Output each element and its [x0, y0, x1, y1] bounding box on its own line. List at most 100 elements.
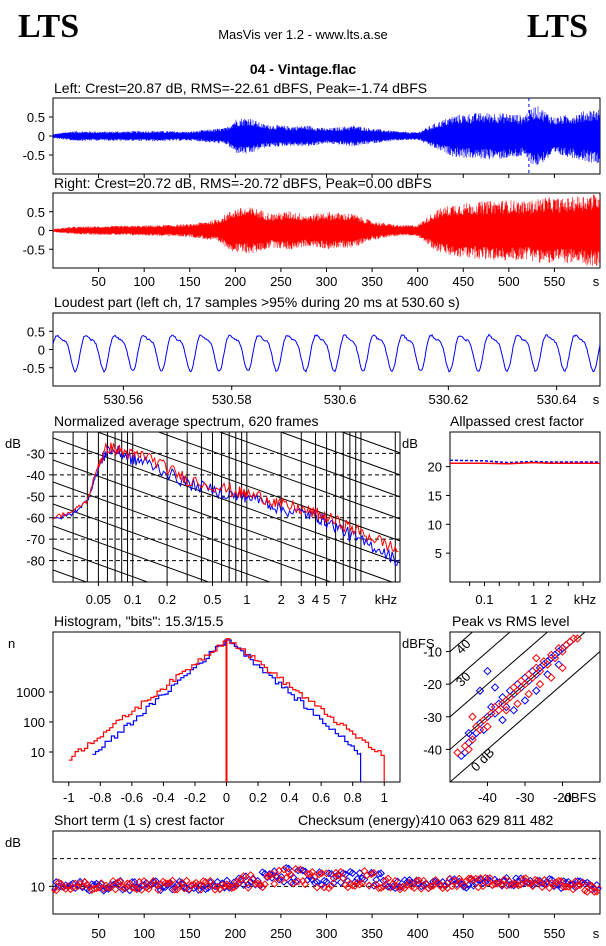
- spectrum-xtick-label: 1: [243, 592, 250, 607]
- peak-vs-rms-point-right: [483, 722, 492, 731]
- peak-vs-rms-crest-label-40: 40: [453, 636, 474, 657]
- spectrum-grid-slope: [279, 432, 400, 476]
- short-term-crest-point-right: [135, 877, 144, 886]
- peak-vs-rms-point-left: [509, 706, 518, 715]
- short-term-crest-point-right: [284, 868, 293, 877]
- lts-logo-left: LTS: [18, 8, 80, 45]
- right-waveform-xtick-label: 200: [224, 274, 246, 289]
- peak-vs-rms-point-right: [513, 686, 522, 695]
- right-waveform-xtick-label: 100: [133, 274, 155, 289]
- spectrum-grid-slope: [218, 432, 400, 498]
- histogram-xtick-label: 0.8: [344, 790, 362, 805]
- peak-vs-rms-point-right: [475, 725, 485, 735]
- short-term-crest-point-right: [296, 865, 305, 874]
- spectrum-grid-slope: [53, 503, 272, 582]
- peak-vs-rms-ytick-label: -40: [423, 742, 442, 757]
- short-term-crest-point-right: [336, 867, 345, 876]
- loudest-part-ytick-label: 0.5: [27, 324, 45, 339]
- short-term-crest-point-left: [400, 876, 409, 885]
- short-term-crest-xunit: s: [593, 926, 600, 941]
- short-term-crest-point-right: [393, 883, 402, 891]
- spectrum-xtick-label: 0.2: [158, 592, 176, 607]
- allpassed-crest-xtick-label: 2: [545, 592, 552, 607]
- short-term-crest-point-right: [578, 878, 587, 887]
- short-term-crest-point-right: [111, 885, 120, 894]
- spectrum-grid-slope: [157, 432, 400, 520]
- short-term-crest-point-right: [132, 885, 141, 894]
- peak-vs-rms-point-left: [543, 670, 552, 679]
- histogram-ytick-label: 1000: [16, 685, 45, 700]
- short-term-crest-point-right: [144, 885, 153, 893]
- short-term-crest-point-right: [438, 884, 447, 893]
- short-term-crest-point-right: [547, 879, 556, 888]
- spectrum-xunit: kHz: [375, 592, 397, 607]
- short-term-crest-point-left: [372, 875, 381, 884]
- peak-vs-rms-ytick-label: -10: [423, 645, 442, 660]
- histogram-xtick-label: -1: [63, 790, 75, 805]
- short-term-crest-point-right: [557, 877, 566, 886]
- short-term-crest-point-right: [467, 874, 476, 883]
- histogram-series-left: [92, 639, 362, 782]
- spectrum-ylabel: dB: [5, 436, 21, 451]
- short-term-crest-point-left: [462, 883, 471, 892]
- loudest-part-title: Loudest part (left ch, 17 samples >95% d…: [54, 294, 460, 310]
- short-term-crest-point-right: [317, 869, 326, 878]
- short-term-crest-point-right: [497, 880, 506, 889]
- short-term-crest-point-right: [419, 876, 428, 885]
- spectrum-xtick-label: 0.5: [203, 592, 221, 607]
- short-term-crest-point-right: [320, 883, 329, 892]
- allpassed-crest-ytick-label: 5: [435, 546, 442, 561]
- spectrum-grid-slope: [340, 432, 400, 454]
- loudest-part-xtick-label: 530.58: [212, 392, 252, 407]
- peak-vs-rms-point-right: [562, 640, 571, 650]
- checksum-value: 410 063 629 811 482: [422, 812, 554, 828]
- short-term-crest-point-right: [410, 884, 419, 892]
- short-term-crest-xtick-label: 100: [133, 926, 155, 941]
- spectrum-frame: [52, 431, 401, 583]
- peak-vs-rms-point-right: [520, 679, 530, 689]
- allpassed-crest-ytick-label: 15: [428, 488, 442, 503]
- allpassed-crest-series-left: [449, 459, 600, 464]
- short-term-crest-point-right: [211, 885, 220, 894]
- peak-vs-rms-point-right: [565, 637, 575, 647]
- loudest-part-ytick-label: 0: [38, 343, 45, 358]
- peak-vs-rms-crest-line: [450, 632, 586, 751]
- short-term-crest-point-right: [52, 886, 61, 895]
- peak-vs-rms-point-right: [535, 679, 545, 689]
- short-term-crest-title: Short term (1 s) crest factor: [54, 812, 225, 828]
- short-term-crest-point-right: [471, 874, 480, 883]
- short-term-crest-point-left: [441, 882, 449, 891]
- short-term-crest-point-right: [576, 881, 585, 890]
- peak-vs-rms-point-left: [565, 637, 575, 647]
- peak-vs-rms-title: Peak vs RMS level: [452, 613, 570, 629]
- short-term-crest-point-right: [149, 877, 158, 885]
- loudest-part-frame: [52, 312, 601, 387]
- peak-vs-rms-ytick-label: -30: [423, 710, 442, 725]
- short-term-crest-point-left: [270, 867, 279, 876]
- right-waveform-xtick-label: 500: [498, 274, 520, 289]
- short-term-crest-xtick-label: 200: [224, 926, 246, 941]
- short-term-crest-point-right: [588, 882, 596, 890]
- peak-vs-rms-point-left: [483, 666, 492, 676]
- short-term-crest-point-right: [329, 874, 338, 883]
- spectrum-xtick-label: 3: [298, 592, 305, 607]
- histogram-xtick-label: -0.8: [89, 790, 111, 805]
- peak-vs-rms-point-left: [490, 683, 500, 692]
- short-term-crest-point-right: [166, 878, 175, 887]
- file-name: 04 - Vintage.flac: [249, 61, 357, 77]
- right-waveform-xtick-label: 300: [316, 274, 338, 289]
- short-term-crest-point-left: [329, 879, 338, 888]
- short-term-crest-point-right: [569, 885, 577, 894]
- short-term-crest-point-right: [175, 881, 184, 890]
- loudest-part-xtick-label: 530.64: [537, 392, 577, 407]
- peak-vs-rms-crest-label-30: 30: [453, 669, 474, 690]
- short-term-crest-point-right: [265, 872, 274, 881]
- right-waveform-xtick-label: 450: [452, 274, 474, 289]
- short-term-crest-point-right: [168, 876, 177, 885]
- short-term-crest-xtick-label: 250: [270, 926, 292, 941]
- histogram-series-right: [68, 638, 385, 782]
- short-term-crest-point-right: [241, 876, 250, 885]
- short-term-crest-point-right: [592, 887, 601, 896]
- spectrum-grid-slope: [53, 525, 211, 582]
- allpassed-crest-frame: [449, 431, 601, 583]
